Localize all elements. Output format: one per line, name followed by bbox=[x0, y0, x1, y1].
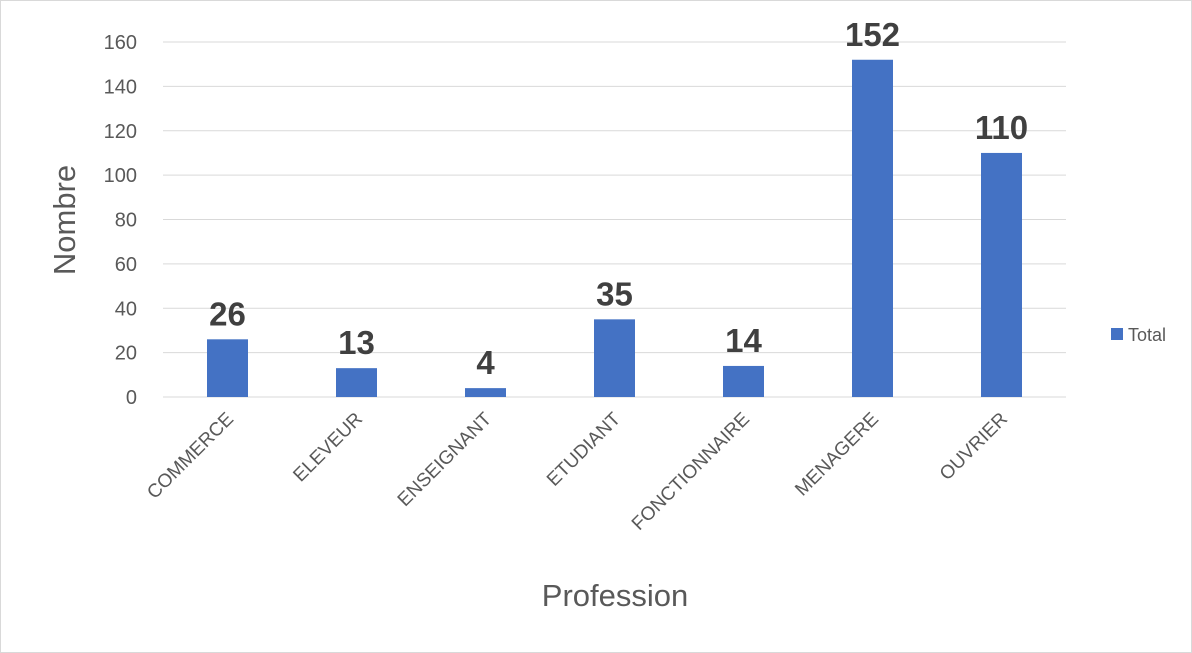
legend: Total bbox=[1111, 325, 1166, 345]
bar bbox=[981, 152, 1022, 397]
data-label: 4 bbox=[476, 344, 495, 381]
y-axis-title: Nombre bbox=[47, 165, 82, 275]
y-tick-label: 20 bbox=[115, 343, 137, 365]
data-labels: 26 13 4 35 14 152 110 bbox=[209, 16, 1028, 381]
bars bbox=[207, 59, 1022, 397]
x-axis-ticks: COMMERCE ELEVEUR ENSEIGNANT ETUDIANT FONCTIO… bbox=[143, 408, 1012, 534]
x-tick-label: ETUDIANT bbox=[543, 408, 625, 490]
data-label: 152 bbox=[845, 16, 900, 53]
y-tick-label: 140 bbox=[104, 76, 137, 98]
x-tick-label: ELEVEUR bbox=[289, 409, 367, 487]
x-tick-label: COMMERCE bbox=[143, 409, 238, 504]
y-tick-label: 80 bbox=[115, 210, 137, 232]
bar bbox=[207, 339, 248, 397]
data-label: 35 bbox=[596, 275, 633, 312]
bar bbox=[336, 368, 377, 397]
y-tick-label: 100 bbox=[104, 165, 137, 187]
bar bbox=[465, 388, 506, 397]
x-tick-label: OUVRIER bbox=[936, 409, 1012, 485]
data-label: 26 bbox=[209, 295, 246, 332]
data-label: 110 bbox=[975, 109, 1028, 146]
y-tick-label: 40 bbox=[115, 298, 137, 320]
gridlines bbox=[163, 41, 1066, 398]
y-tick-label: 120 bbox=[104, 121, 137, 143]
legend-label: Total bbox=[1128, 325, 1166, 345]
x-tick-label: ENSEIGNANT bbox=[394, 408, 496, 510]
y-axis-ticks: 0 20 40 60 80 100 120 140 160 bbox=[104, 32, 137, 409]
bar bbox=[852, 59, 893, 397]
data-label: 14 bbox=[725, 322, 762, 359]
legend-swatch bbox=[1111, 328, 1123, 340]
y-tick-label: 0 bbox=[126, 387, 137, 409]
x-tick-label: MENAGERE bbox=[791, 409, 883, 501]
bar bbox=[723, 365, 764, 397]
bar bbox=[594, 319, 635, 397]
data-label: 13 bbox=[338, 324, 375, 361]
x-axis-title: Profession bbox=[542, 578, 688, 613]
y-tick-label: 60 bbox=[115, 254, 137, 276]
x-tick-label: FONCTIONNAIRE bbox=[628, 409, 754, 535]
y-tick-label: 160 bbox=[104, 32, 137, 54]
